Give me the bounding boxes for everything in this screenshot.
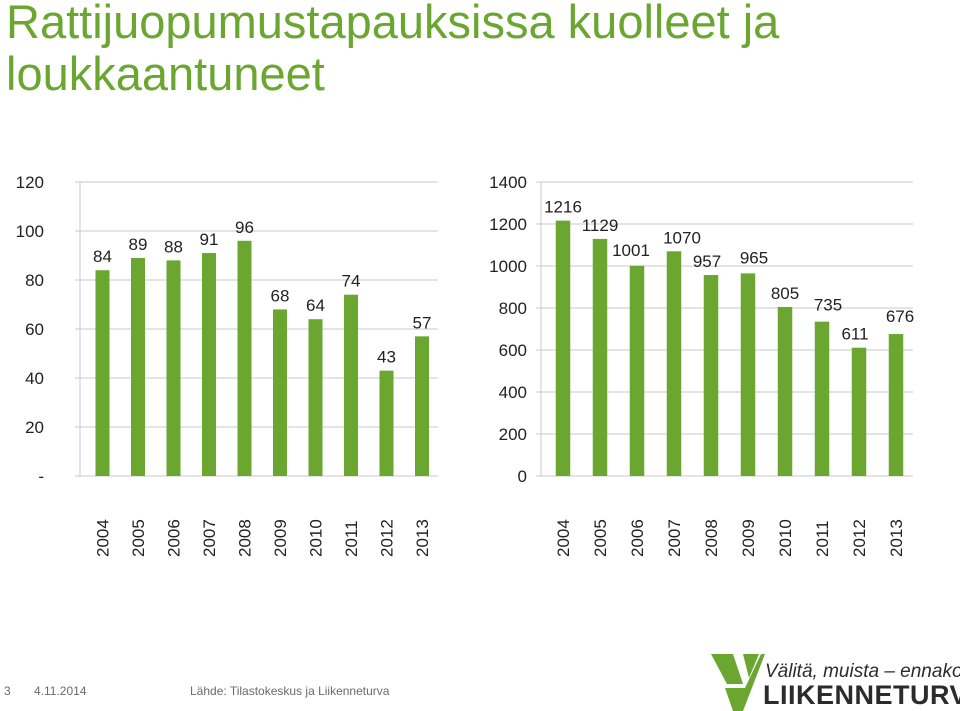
y-tick-label: 200 <box>499 425 527 444</box>
bar <box>888 334 904 476</box>
data-label: 1216 <box>544 198 582 217</box>
bar <box>555 220 571 476</box>
data-label: 43 <box>377 348 396 367</box>
x-tick-label: 2007 <box>200 519 219 557</box>
data-label: 1001 <box>612 241 650 260</box>
bar <box>379 370 394 476</box>
bar <box>202 253 216 476</box>
page-title: Rattijuopumustapauksissa kuolleet ja lou… <box>6 0 780 100</box>
y-tick-label: 600 <box>499 341 527 360</box>
bar <box>273 309 287 476</box>
y-tick-label: 60 <box>25 320 44 339</box>
y-tick-label: 120 <box>16 173 44 192</box>
logo-mark-icon <box>711 654 765 711</box>
bar <box>95 270 110 476</box>
data-label: 57 <box>413 313 432 332</box>
bar <box>308 319 323 476</box>
page-number: 3 <box>4 684 11 698</box>
y-tick-label: 1400 <box>489 173 527 192</box>
data-label: 91 <box>200 230 219 249</box>
bar <box>703 275 719 476</box>
footer-source: Lähde: Tilastokeskus ja Liikenneturva <box>190 684 390 698</box>
bar <box>344 294 358 476</box>
footer-date: 4.11.2014 <box>34 684 87 698</box>
charts-area: - 20 40 60 80 100 120 84 2004 89 2005 88 2006 91 2007 9… <box>16 173 915 557</box>
x-tick-label: 2004 <box>554 519 573 557</box>
x-tick-label: 2013 <box>887 519 906 557</box>
x-tick-label: 2011 <box>813 520 832 557</box>
liikenneturva-logo: Välitä, muista – ennakoi. LIIKENNETURVA <box>703 654 960 711</box>
logo-slogan: Välitä, muista – ennakoi. <box>765 661 960 682</box>
bar <box>740 273 756 476</box>
bar <box>415 336 429 476</box>
bar <box>629 265 645 476</box>
y-tick-label: - <box>38 467 44 486</box>
bar <box>814 321 830 476</box>
x-tick-label: 2010 <box>776 519 795 557</box>
data-label: 1070 <box>663 228 701 247</box>
x-tick-label: 2005 <box>129 519 148 557</box>
y-tick-label: 1200 <box>489 215 527 234</box>
x-tick-label: 2007 <box>665 519 684 557</box>
data-label: 735 <box>814 296 842 315</box>
bar <box>166 260 181 476</box>
x-tick-label: 2013 <box>413 519 432 557</box>
data-label: 89 <box>129 235 148 254</box>
data-label: 965 <box>740 248 768 267</box>
data-label: 96 <box>235 218 254 237</box>
data-label: 611 <box>841 325 868 344</box>
x-tick-label: 2006 <box>628 519 647 557</box>
x-tick-label: 2009 <box>739 519 758 557</box>
y-tick-label: 80 <box>25 271 44 290</box>
bar <box>131 257 145 476</box>
y-tick-label: 800 <box>499 299 527 318</box>
x-tick-label: 2010 <box>307 519 326 557</box>
bar <box>237 240 252 476</box>
data-label: 74 <box>342 272 361 291</box>
logo-name: LIIKENNETURVA <box>763 680 960 710</box>
bar <box>851 347 867 476</box>
data-label: 64 <box>306 296 325 315</box>
y-tick-label: 1000 <box>489 257 527 276</box>
x-tick-label: 2012 <box>378 519 397 557</box>
data-label: 88 <box>164 237 183 256</box>
bar <box>592 238 608 476</box>
x-tick-label: 2008 <box>236 519 255 557</box>
x-tick-label: 2008 <box>702 519 721 557</box>
x-tick-label: 2004 <box>94 519 113 557</box>
x-tick-label: 2006 <box>165 519 184 557</box>
data-label: 68 <box>271 286 290 305</box>
x-tick-label: 2005 <box>591 519 610 557</box>
data-label: 957 <box>693 252 721 271</box>
x-tick-label: 2012 <box>850 519 869 557</box>
x-tick-label: 2011 <box>342 520 361 557</box>
bar <box>666 251 682 476</box>
data-label: 1129 <box>582 216 619 235</box>
y-tick-label: 40 <box>25 369 44 388</box>
y-tick-label: 20 <box>25 418 44 437</box>
data-label: 676 <box>886 307 914 326</box>
data-label: 84 <box>93 247 112 266</box>
bar <box>777 306 793 476</box>
x-tick-label: 2009 <box>271 519 290 557</box>
data-label: 805 <box>771 284 799 303</box>
y-tick-label: 0 <box>518 467 527 486</box>
y-tick-label: 400 <box>499 383 527 402</box>
y-tick-label: 100 <box>16 222 44 241</box>
